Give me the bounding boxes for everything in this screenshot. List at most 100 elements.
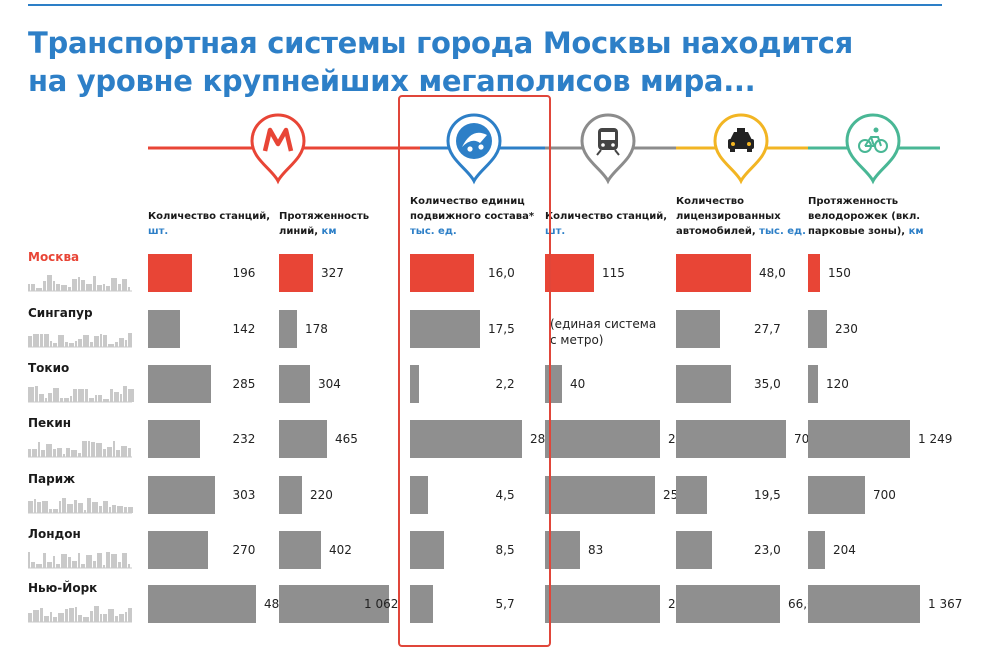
- header-label: лицензированных: [676, 211, 781, 222]
- bar: [410, 476, 428, 514]
- bar: [545, 585, 660, 623]
- bar-value-label: 150: [828, 266, 851, 280]
- bar-value-label: 232: [232, 432, 256, 446]
- transport-pins: [250, 113, 901, 185]
- bar: [279, 585, 389, 623]
- bar-value-label: 48,0: [759, 266, 786, 280]
- page-title: Транспортная системы города Москвы наход…: [28, 24, 853, 100]
- bus-icon: [446, 113, 502, 185]
- city-label: Нью-Йорк: [28, 581, 98, 595]
- header-unit: тыс. ед.: [410, 226, 457, 237]
- skyline-3: [28, 441, 132, 458]
- header-label: Количество станций,: [148, 211, 271, 222]
- city-skylines: [28, 275, 134, 623]
- bar: [410, 585, 433, 623]
- header-label: Протяженность: [808, 196, 899, 207]
- header-label: Количество: [676, 196, 744, 207]
- bar-value-label: 83: [588, 543, 604, 557]
- header-line: лицензированных: [676, 209, 806, 224]
- bar: [148, 476, 215, 514]
- bar: [808, 310, 827, 348]
- bar: [808, 585, 920, 623]
- header-label: Протяженность: [279, 211, 370, 222]
- bar: [279, 365, 310, 403]
- bar-value-label: 115: [602, 266, 625, 280]
- bar-value-label: 402: [329, 543, 352, 557]
- bar-value-label: 1 062: [364, 597, 399, 611]
- bar: [676, 585, 780, 623]
- bar: [148, 420, 200, 458]
- bar: [808, 365, 818, 403]
- bar-value-label: 27,7: [754, 322, 781, 336]
- note-line: с метро): [550, 333, 604, 347]
- skyline-6: [28, 606, 132, 623]
- header-label: Количество единиц: [410, 196, 525, 207]
- skyline-1: [28, 333, 132, 348]
- column-header-0: Количество станций, шт.: [148, 209, 270, 239]
- bar: [545, 254, 594, 292]
- bar-value-label: 303: [232, 488, 256, 502]
- bar-value-label: 465: [335, 432, 358, 446]
- skyline-5: [28, 552, 132, 569]
- bar: [279, 310, 297, 348]
- header-line: шт.: [148, 224, 270, 239]
- bar: [279, 254, 313, 292]
- header-line: шт.: [545, 224, 667, 239]
- city-label: Москва: [28, 250, 80, 264]
- header-footnote: *: [528, 211, 535, 222]
- bar: [279, 420, 327, 458]
- bar: [148, 254, 192, 292]
- skyline-2: [28, 386, 134, 403]
- column-header-2: Количество единиц подвижного состава* тыс.…: [410, 194, 534, 239]
- bar-value-label: 2,2: [495, 377, 515, 391]
- bar-value-label: 142: [232, 322, 256, 336]
- bar-value-label: 178: [305, 322, 328, 336]
- bicycle-icon: [845, 113, 901, 185]
- bar-value-label: 8,5: [495, 543, 515, 557]
- bar: [676, 310, 720, 348]
- bar: [410, 365, 419, 403]
- header-line: Протяженность: [808, 194, 924, 209]
- bar-value-label: 230: [835, 322, 858, 336]
- header-label: Количество станций,: [545, 211, 668, 222]
- bar: [676, 476, 707, 514]
- header-line: тыс. ед.: [410, 224, 534, 239]
- bar-value-label: 4,5: [495, 488, 515, 502]
- header-line: Протяженность: [279, 209, 369, 224]
- header-line: подвижного состава*: [410, 209, 534, 224]
- bar: [808, 254, 820, 292]
- bar: [808, 476, 865, 514]
- bar-value-label: 304: [318, 377, 341, 391]
- bar: [808, 531, 825, 569]
- bar: [410, 531, 444, 569]
- header-unit: тыс. ед.: [759, 226, 806, 237]
- column-note: (единая система с метро): [550, 316, 656, 348]
- header-unit: шт.: [148, 226, 169, 237]
- header-line: велодорожек (вкл.: [808, 209, 924, 224]
- column-header-1: Протяженность линий, км: [279, 209, 369, 239]
- city-label: Токио: [28, 361, 70, 375]
- bar-value-label: 327: [321, 266, 344, 280]
- header-line: Количество: [676, 194, 806, 209]
- city-label: Пекин: [28, 416, 72, 430]
- skyline-4: [28, 498, 133, 514]
- header-line: парковые зоны), км: [808, 224, 924, 239]
- header-label: велодорожек (вкл.: [808, 211, 921, 222]
- header-line: Количество станций,: [545, 209, 667, 224]
- bar: [410, 420, 522, 458]
- bar: [148, 585, 256, 623]
- bar-value-label: 270: [232, 543, 256, 557]
- header-label: автомобилей,: [676, 226, 756, 237]
- column-header-5: Протяженность велодорожек (вкл. парковые з…: [808, 194, 924, 239]
- bar-value-label: 1 367: [928, 597, 963, 611]
- bar-value-label: 17,5: [488, 322, 515, 336]
- bar: [148, 365, 211, 403]
- note-line: (единая система: [550, 317, 657, 331]
- bar-value-label: 1 249: [918, 432, 953, 446]
- city-label: Сингапур: [28, 306, 93, 320]
- bar-value-label: 700: [873, 488, 896, 502]
- bar-value-label: 40: [570, 377, 586, 391]
- bar: [808, 420, 910, 458]
- metro-icon: [250, 113, 306, 185]
